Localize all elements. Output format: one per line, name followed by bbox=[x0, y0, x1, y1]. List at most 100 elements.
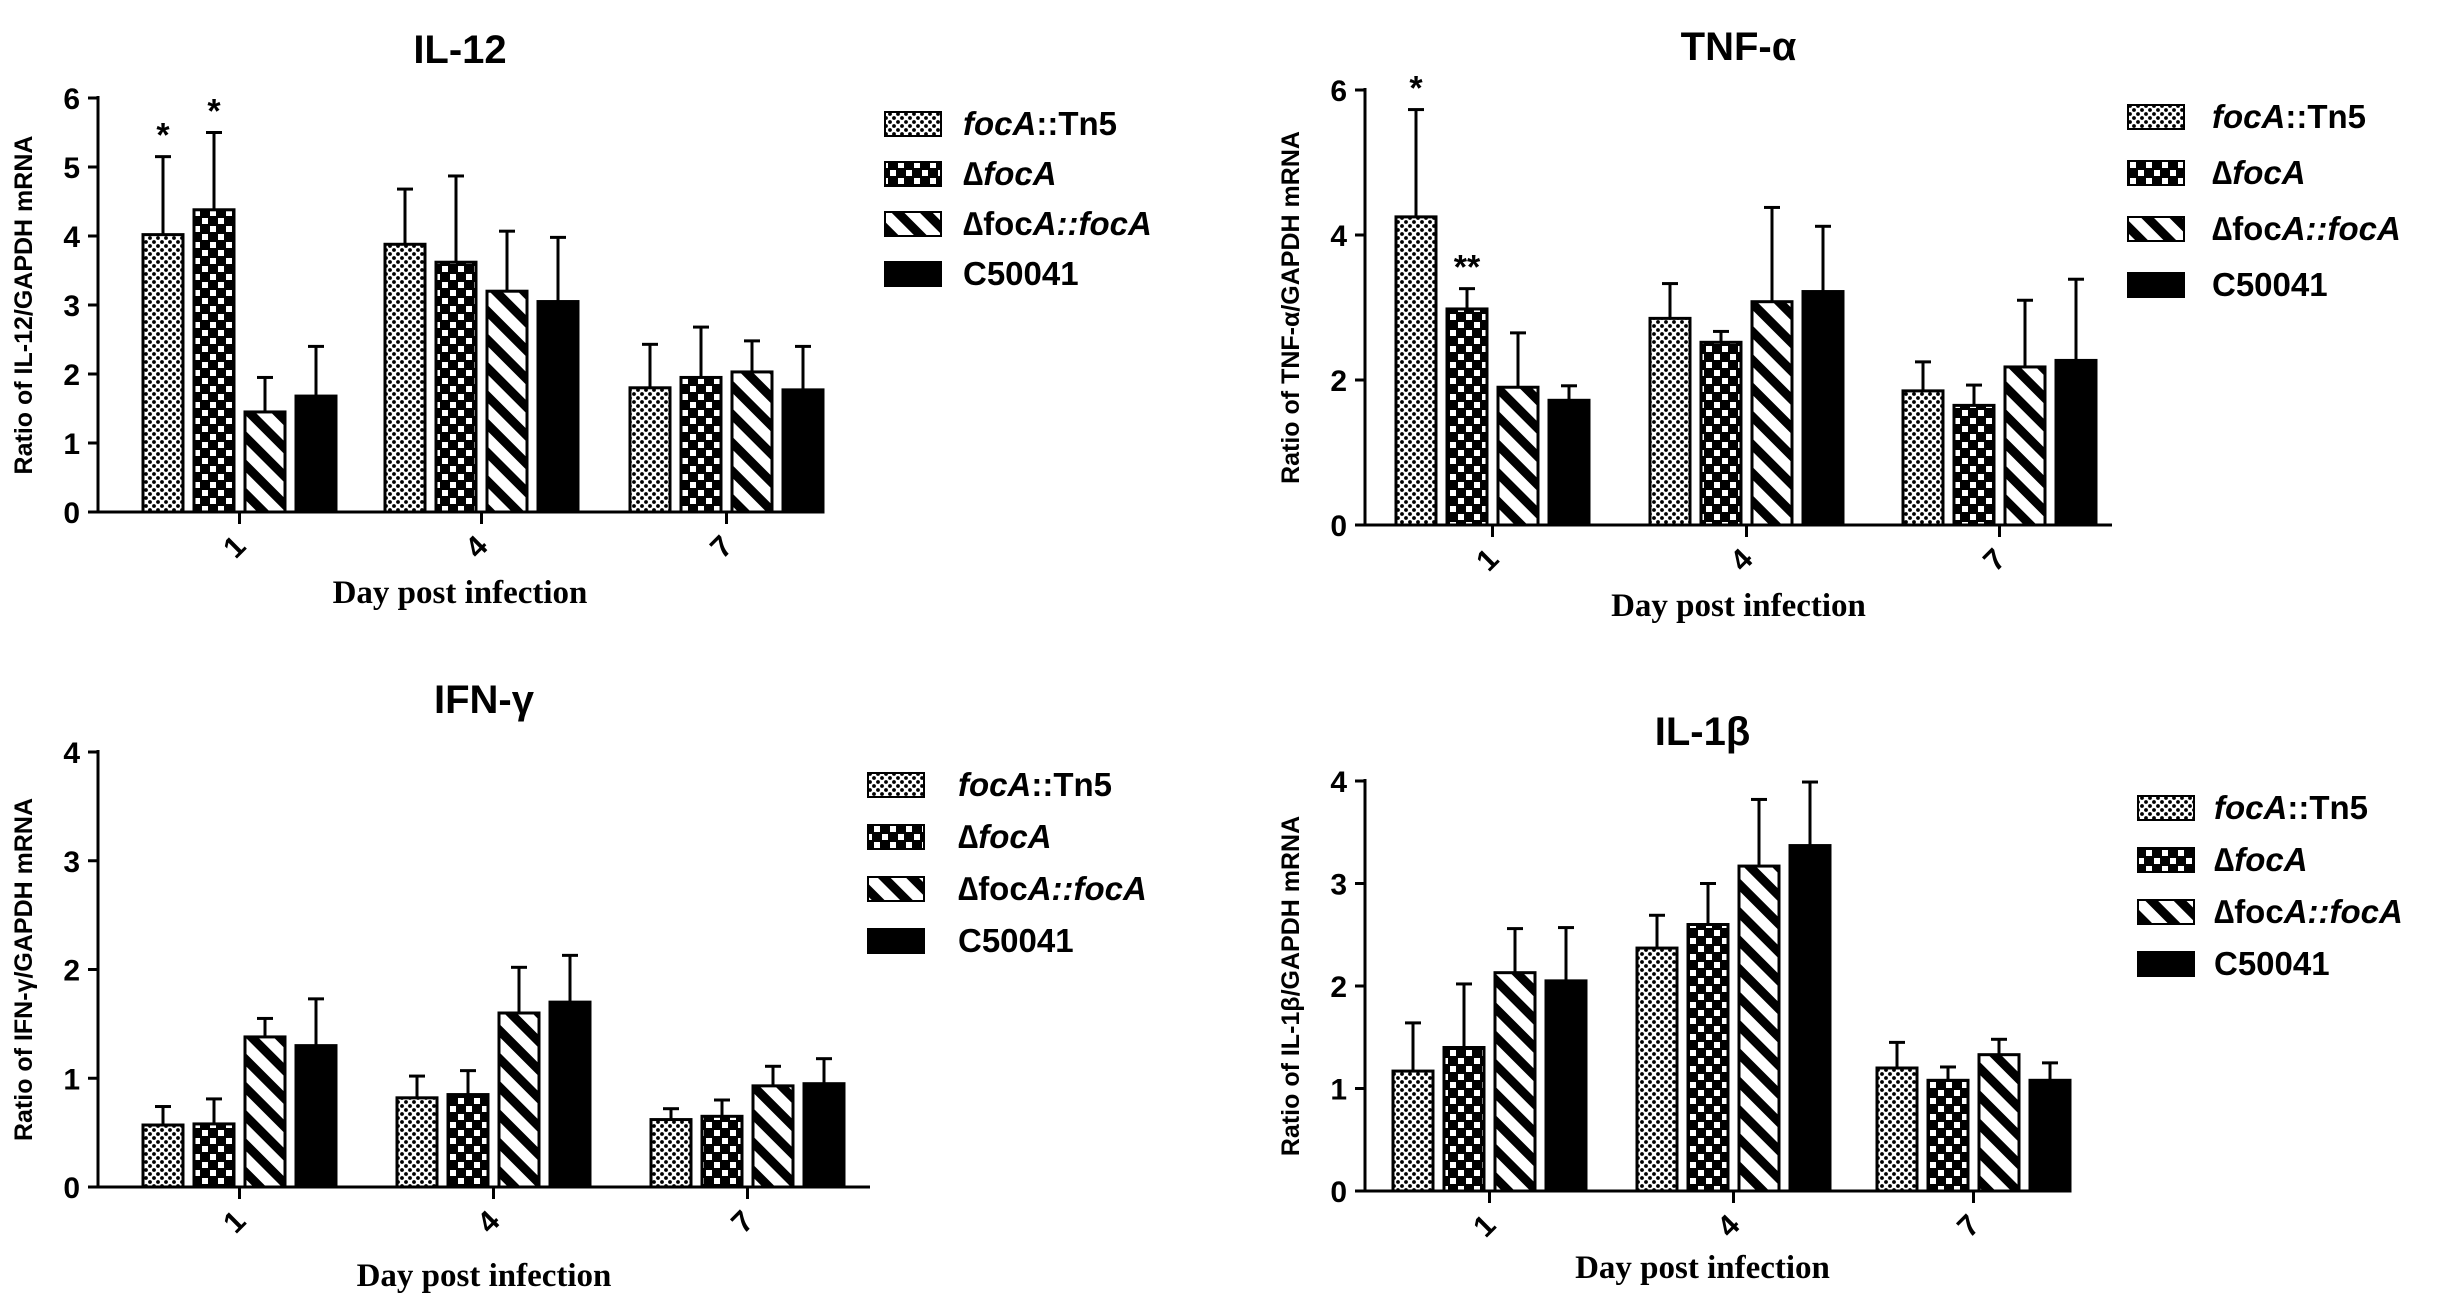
legend-swatch bbox=[884, 261, 942, 287]
legend-swatch bbox=[867, 876, 925, 902]
y-tick-label: 0 bbox=[63, 1172, 80, 1205]
y-tick-label: 5 bbox=[63, 152, 80, 185]
bar bbox=[1952, 403, 1996, 527]
x-tick-label: 1 bbox=[217, 1205, 252, 1240]
legend-label: C50041 bbox=[2214, 945, 2330, 982]
y-tick-label: 4 bbox=[1330, 220, 1347, 253]
chart-panel-2: TNF-α Ratio of TNF-α/GAPDH mRNA Day post i… bbox=[1277, 25, 2401, 624]
legend-label: focA::Tn5 bbox=[2214, 789, 2368, 826]
bar bbox=[294, 394, 338, 514]
legend-label: ∆focA::focA bbox=[958, 870, 1147, 907]
legend-swatch bbox=[2127, 160, 2185, 186]
x-tick-label: 7 bbox=[725, 1205, 760, 1240]
x-tick-label: 4 bbox=[471, 1204, 506, 1239]
legend-swatch bbox=[2127, 216, 2185, 242]
bar bbox=[751, 1084, 795, 1189]
y-tick-label: 1 bbox=[1330, 1074, 1347, 1107]
y-tick-label: 3 bbox=[63, 846, 80, 879]
y-tick-label: 4 bbox=[63, 221, 80, 254]
bar bbox=[649, 1118, 693, 1189]
legend-label: C50041 bbox=[958, 922, 1074, 959]
x-axis-label: Day post infection bbox=[1611, 588, 1866, 624]
legend-swatch bbox=[2127, 104, 2185, 130]
chart-panel-3: IFN-γ Ratio of IFN-γ/GAPDH mRNA Day post i… bbox=[10, 678, 1147, 1294]
y-tick-label: 0 bbox=[1330, 510, 1347, 543]
x-tick-label: 7 bbox=[1951, 1209, 1986, 1244]
bar bbox=[1394, 215, 1438, 527]
y-tick-label: 6 bbox=[1330, 75, 1347, 108]
bar bbox=[485, 289, 529, 514]
bar bbox=[192, 208, 236, 514]
bar bbox=[1699, 340, 1743, 527]
bar bbox=[628, 386, 672, 514]
y-tick-label: 2 bbox=[1330, 971, 1347, 1004]
bar bbox=[294, 1044, 338, 1189]
x-axis-label: Day post infection bbox=[1575, 1250, 1830, 1286]
x-tick-label: 1 bbox=[1467, 1209, 1502, 1244]
legend-label: ∆focA bbox=[958, 818, 1052, 855]
legend-label: focA::Tn5 bbox=[2212, 98, 2366, 135]
legend-label: ∆focA bbox=[2212, 154, 2306, 191]
y-tick-label: 0 bbox=[63, 497, 80, 530]
legend-label: ∆focA bbox=[963, 155, 1057, 192]
legend-swatch bbox=[2137, 899, 2195, 925]
bar bbox=[1547, 398, 1591, 527]
bar bbox=[395, 1096, 439, 1189]
legend-label: C50041 bbox=[2212, 266, 2328, 303]
bar bbox=[1445, 307, 1489, 527]
legend-label: ∆focA::focA bbox=[2214, 893, 2403, 930]
chart-title: IL-1β bbox=[1655, 710, 1751, 754]
legend-label: ∆focA::focA bbox=[2212, 210, 2401, 247]
significance-marker: * bbox=[1409, 70, 1423, 108]
bar bbox=[1901, 389, 1945, 527]
bar bbox=[1686, 923, 1730, 1193]
y-axis-label: Ratio of IL-1β/GAPDH mRNA bbox=[1277, 816, 1305, 1156]
bar bbox=[1750, 300, 1794, 527]
legend-swatch bbox=[884, 111, 942, 137]
legend-swatch bbox=[867, 824, 925, 850]
bar bbox=[1875, 1066, 1919, 1193]
bar bbox=[1442, 1046, 1486, 1193]
y-tick-label: 2 bbox=[1330, 365, 1347, 398]
bar bbox=[192, 1122, 236, 1189]
x-tick-label: 4 bbox=[1711, 1208, 1746, 1243]
y-axis-label: Ratio of TNF-α/GAPDH mRNA bbox=[1277, 131, 1305, 484]
bar bbox=[781, 388, 825, 514]
legend-label: ∆focA bbox=[2214, 841, 2308, 878]
bar bbox=[1391, 1069, 1435, 1193]
significance-marker: * bbox=[156, 117, 170, 155]
x-tick-label: 4 bbox=[459, 529, 494, 564]
legend-label: focA::Tn5 bbox=[963, 105, 1117, 142]
chart-panel-4: IL-1β Ratio of IL-1β/GAPDH mRNA Day post i… bbox=[1277, 710, 2403, 1286]
legend-swatch bbox=[884, 161, 942, 187]
y-tick-label: 6 bbox=[63, 83, 80, 116]
legend-label: C50041 bbox=[963, 255, 1079, 292]
bar bbox=[1496, 385, 1540, 527]
bar bbox=[243, 1035, 287, 1189]
y-tick-label: 4 bbox=[1330, 766, 1347, 799]
x-axis-label: Day post infection bbox=[333, 575, 588, 611]
y-tick-label: 3 bbox=[63, 290, 80, 323]
legend-label: focA::Tn5 bbox=[958, 766, 1112, 803]
bar bbox=[548, 1000, 592, 1189]
legend-swatch bbox=[867, 772, 925, 798]
bar bbox=[2028, 1078, 2072, 1193]
legend-swatch bbox=[2137, 951, 2195, 977]
x-tick-label: 1 bbox=[1470, 543, 1505, 578]
legend-swatch bbox=[2137, 795, 2195, 821]
bar bbox=[141, 233, 185, 514]
y-tick-label: 2 bbox=[63, 955, 80, 988]
x-tick-label: 7 bbox=[704, 530, 739, 565]
legend-swatch bbox=[867, 928, 925, 954]
y-tick-label: 2 bbox=[63, 359, 80, 392]
bar bbox=[2003, 365, 2047, 527]
chart-title: IL-12 bbox=[413, 28, 506, 72]
bar bbox=[1926, 1078, 1970, 1193]
y-tick-label: 4 bbox=[63, 737, 80, 770]
legend-swatch bbox=[2137, 847, 2195, 873]
chart-title: TNF-α bbox=[1681, 25, 1797, 69]
y-axis-label: Ratio of IFN-γ/GAPDH mRNA bbox=[10, 798, 38, 1141]
y-tick-label: 1 bbox=[63, 1063, 80, 1096]
